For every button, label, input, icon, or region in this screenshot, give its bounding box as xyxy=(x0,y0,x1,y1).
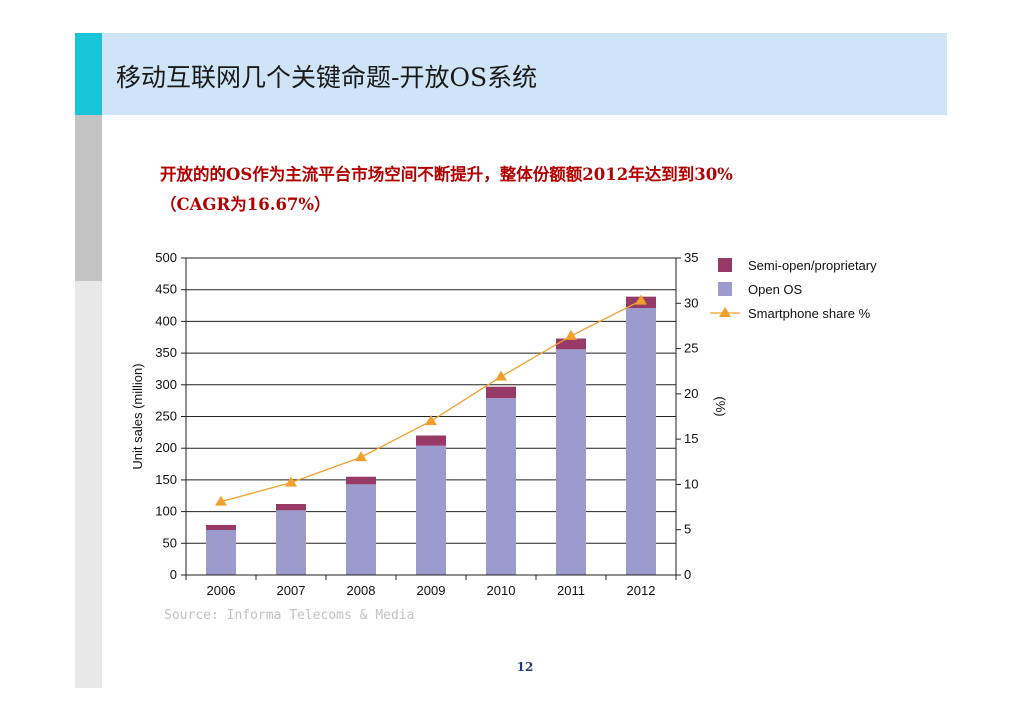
y-axis-title: Unit sales (million) xyxy=(130,363,145,469)
y2-tick-label: 20 xyxy=(684,386,698,401)
chart-bars xyxy=(206,296,656,575)
legend-label: Semi-open/proprietary xyxy=(748,258,877,273)
y-tick-label: 450 xyxy=(155,282,177,297)
bar-semi-open xyxy=(556,338,586,350)
y2-tick-label: 30 xyxy=(684,295,698,310)
header-band xyxy=(102,33,947,115)
bar-open-os xyxy=(556,349,586,575)
y-tick-label: 200 xyxy=(155,440,177,455)
bar-open-os xyxy=(486,398,516,575)
chart-axes: 0 50 100 150 200 250 300 350 400 450 500 0 5 10 15 20 25… xyxy=(130,250,728,598)
y2-tick-label: 25 xyxy=(684,341,698,356)
bar-semi-open xyxy=(276,503,306,511)
page-number: 12 xyxy=(516,660,534,674)
unit-sales-chart: 0 50 100 150 200 250 300 350 400 450 500 0 5 10 15 20 25… xyxy=(130,250,877,598)
x-tick-label: 2006 xyxy=(207,583,236,598)
y2-tick-label: 35 xyxy=(684,250,698,265)
y2-tick-label: 0 xyxy=(684,567,691,582)
y-tick-label: 350 xyxy=(155,345,177,360)
accent-bar xyxy=(75,33,102,115)
y-tick-label: 100 xyxy=(155,504,177,519)
x-tick-label: 2012 xyxy=(627,583,656,598)
bar-semi-open xyxy=(346,476,376,485)
share-marker xyxy=(425,415,437,426)
bar-open-os xyxy=(416,445,446,575)
y-tick-label: 150 xyxy=(155,472,177,487)
side-bar-dark xyxy=(75,115,102,281)
bar-semi-open xyxy=(206,524,236,530)
y2-axis-title: (%) xyxy=(713,396,728,416)
share-marker xyxy=(495,370,507,381)
legend-label: Smartphone share % xyxy=(748,306,871,321)
source-note: Source: Informa Telecoms & Media xyxy=(164,608,415,623)
x-tick-label: 2010 xyxy=(487,583,516,598)
legend-swatch xyxy=(718,282,732,296)
headline: 开放的的OS作为主流平台市场空间不断提升，整体份额额2012年达到到30% （C… xyxy=(160,160,733,220)
x-tick-label: 2007 xyxy=(277,583,306,598)
y2-tick-label: 5 xyxy=(684,522,691,537)
side-bar-light xyxy=(75,281,102,688)
x-tick-label: 2008 xyxy=(347,583,376,598)
bar-open-os xyxy=(626,308,656,575)
y2-tick-label: 15 xyxy=(684,431,698,446)
headline-line-2: （CAGR为16.67%） xyxy=(160,195,331,214)
x-tick-label: 2011 xyxy=(557,583,585,598)
slide-title: 移动互联网几个关键命题-开放OS系统 xyxy=(116,63,538,92)
legend-swatch xyxy=(718,258,732,272)
bar-open-os xyxy=(206,529,236,575)
chart-legend: Semi-open/proprietary Open OS Smartphone s… xyxy=(710,258,877,321)
legend-label: Open OS xyxy=(748,282,803,297)
share-marker xyxy=(215,495,227,506)
share-marker xyxy=(635,294,647,305)
chart-share-line xyxy=(215,294,647,506)
legend-marker-swatch xyxy=(719,307,731,317)
bar-semi-open xyxy=(416,435,446,446)
y-tick-label: 50 xyxy=(163,535,177,550)
share-marker xyxy=(565,329,577,340)
share-marker xyxy=(355,451,367,462)
y-tick-label: 400 xyxy=(155,313,177,328)
y-tick-label: 250 xyxy=(155,409,177,424)
share-marker xyxy=(285,476,297,487)
bar-semi-open xyxy=(486,386,516,399)
y-tick-label: 500 xyxy=(155,250,177,265)
y-tick-label: 300 xyxy=(155,377,177,392)
headline-line-1: 开放的的OS作为主流平台市场空间不断提升，整体份额额2012年达到到30% xyxy=(160,165,733,184)
bar-open-os xyxy=(346,484,376,575)
x-tick-label: 2009 xyxy=(417,583,446,598)
y-tick-label: 0 xyxy=(170,567,177,582)
bar-open-os xyxy=(276,510,306,575)
y2-tick-label: 10 xyxy=(684,476,698,491)
